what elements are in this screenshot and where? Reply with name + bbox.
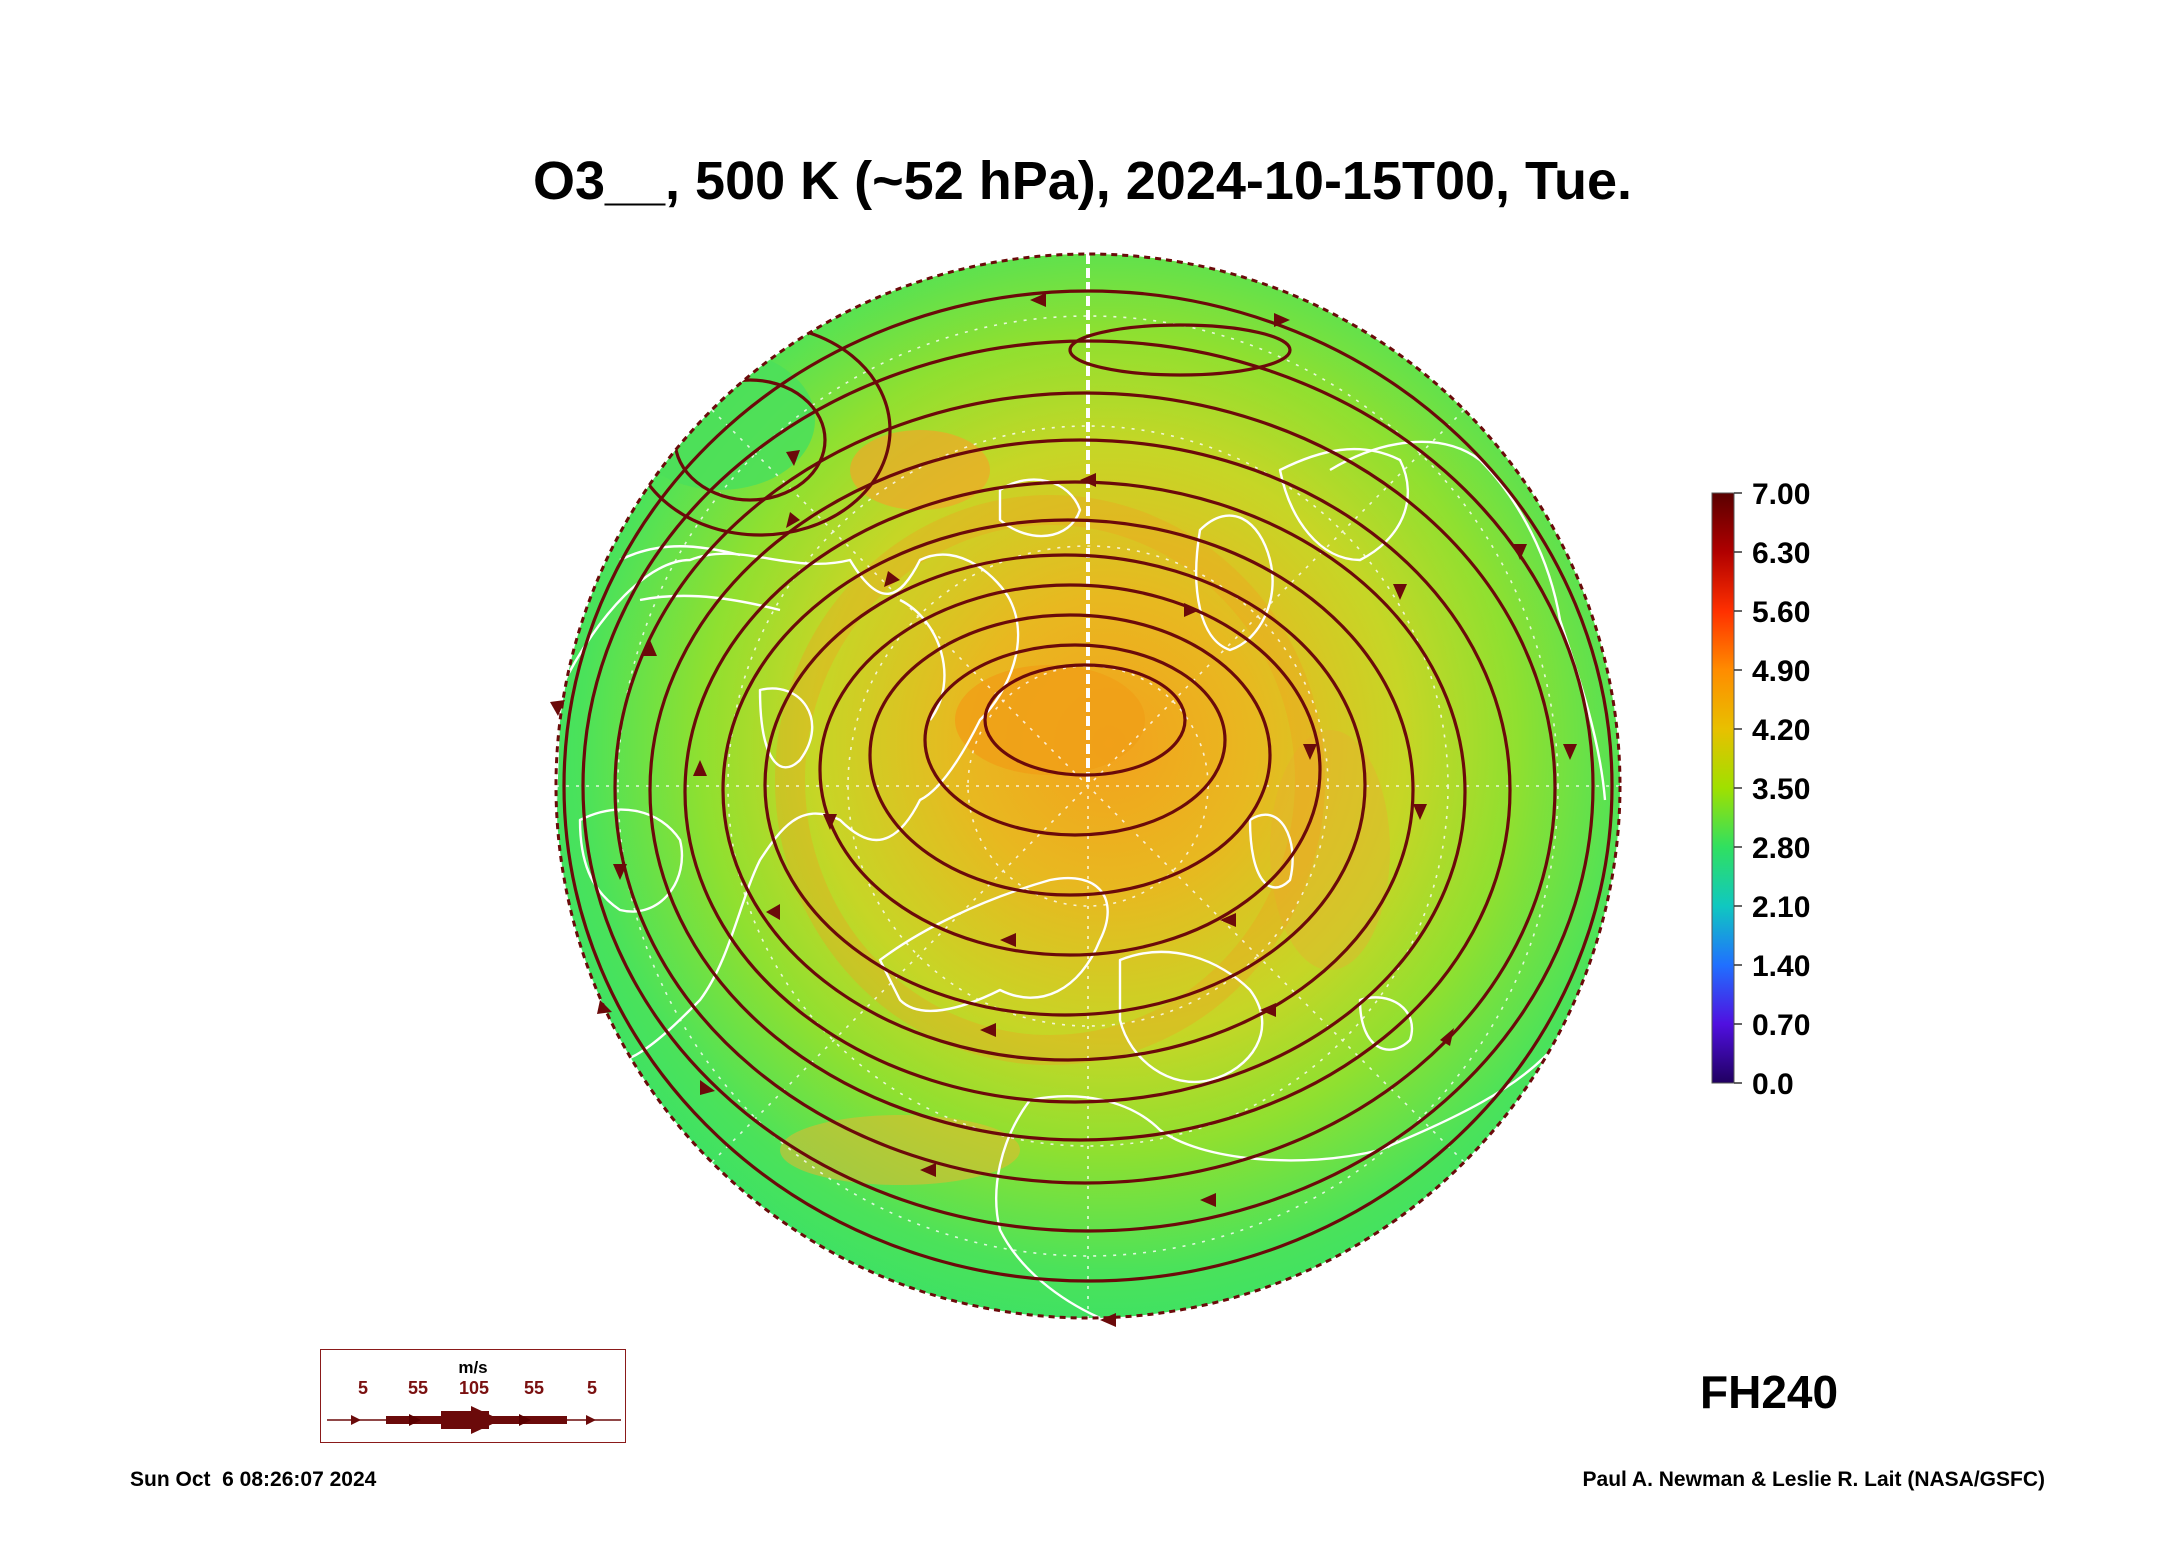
- colorbar-label: 2.10: [1752, 891, 1810, 924]
- wind-legend-value: 55: [523, 1378, 545, 1398]
- colorbar: 7.00 6.30 5.60 4.90 4.20 3.50 2.80 2.10 …: [1711, 478, 1810, 1101]
- colorbar-ramp: [1711, 492, 1735, 1084]
- colorbar-label: 7.00: [1752, 478, 1810, 511]
- colorbar-label: 4.90: [1752, 655, 1810, 688]
- wind-legend-unit: m/s: [458, 1358, 488, 1377]
- colorbar-label: 6.30: [1752, 537, 1810, 570]
- wind-legend-arrow: [327, 1406, 621, 1434]
- map-border: [554, 252, 1622, 1320]
- streamlines: [562, 289, 1614, 1283]
- colorbar-label: 1.40: [1752, 950, 1810, 983]
- wind-speed-legend: m/s 5 55 105 55 5: [320, 1349, 626, 1443]
- colorbar-label: 4.20: [1752, 714, 1810, 747]
- credit: Paul A. Newman & Leslie R. Lait (NASA/GS…: [1582, 1468, 2045, 1491]
- map-disc: [550, 226, 1622, 1327]
- colorbar-label: 3.50: [1752, 773, 1810, 806]
- colorbar-label: 2.80: [1752, 832, 1810, 865]
- colorbar-label: 0.0: [1752, 1068, 1794, 1101]
- map-title: O3__, 500 K (~52 hPa), 2024-10-15T00, Tu…: [532, 151, 1633, 211]
- colorbar-label: 0.70: [1752, 1009, 1810, 1042]
- timestamp: Sun Oct 6 08:26:07 2024: [130, 1468, 377, 1491]
- forecast-hour: FH240: [1700, 1366, 1839, 1418]
- streamline-arrows: [550, 293, 1577, 1327]
- colorbar-ticks: [1734, 492, 1742, 1084]
- wind-legend-value: 5: [357, 1378, 369, 1398]
- colorbar-label: 5.60: [1752, 596, 1810, 629]
- wind-legend-value: 5: [586, 1378, 598, 1398]
- wind-legend-value: 105: [458, 1378, 490, 1398]
- wind-legend-value: 55: [407, 1378, 429, 1398]
